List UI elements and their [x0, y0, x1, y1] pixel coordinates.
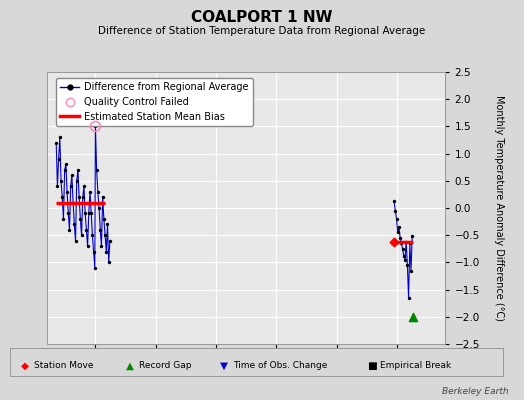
Point	[56, 134, 64, 140]
Point	[396, 235, 405, 241]
Point	[72, 178, 81, 184]
Point	[406, 240, 414, 246]
Point	[104, 259, 113, 266]
Point	[402, 238, 410, 245]
Text: ▼: ▼	[220, 361, 228, 371]
Point	[106, 238, 114, 244]
Point	[60, 167, 69, 173]
Point	[78, 232, 86, 238]
Point	[99, 194, 107, 200]
Point	[87, 210, 95, 217]
Point	[70, 221, 79, 228]
Point	[103, 221, 112, 228]
Point	[88, 232, 96, 238]
Point	[69, 199, 78, 206]
Text: Time of Obs. Change: Time of Obs. Change	[233, 362, 328, 370]
Point	[91, 265, 99, 271]
Point	[74, 167, 82, 173]
Point	[67, 183, 75, 190]
Point	[68, 172, 76, 178]
Text: Record Gap: Record Gap	[139, 362, 191, 370]
Point	[81, 210, 90, 217]
Point	[91, 123, 100, 130]
Point	[64, 210, 72, 217]
Point	[92, 167, 101, 173]
Text: Difference of Station Temperature Data from Regional Average: Difference of Station Temperature Data f…	[99, 26, 425, 36]
Point	[403, 262, 411, 268]
Text: ◆: ◆	[21, 361, 29, 371]
Point	[96, 226, 104, 233]
Point	[75, 194, 83, 200]
Point	[91, 123, 100, 130]
Point	[58, 194, 67, 200]
Point	[390, 198, 398, 205]
Point	[76, 216, 84, 222]
Point	[53, 183, 62, 190]
Point	[63, 188, 71, 195]
Point	[62, 161, 70, 168]
Text: Station Move: Station Move	[34, 362, 94, 370]
Point	[86, 188, 94, 195]
Point	[405, 294, 413, 301]
Point	[102, 248, 111, 255]
Text: Berkeley Earth: Berkeley Earth	[442, 387, 508, 396]
Point	[94, 188, 102, 195]
Point	[66, 226, 74, 233]
Point	[395, 224, 403, 230]
Point	[401, 256, 409, 263]
Point	[54, 156, 63, 162]
Y-axis label: Monthly Temperature Anomaly Difference (°C): Monthly Temperature Anomaly Difference (…	[494, 95, 504, 321]
Point	[59, 216, 68, 222]
Text: Empirical Break: Empirical Break	[380, 362, 451, 370]
Point	[83, 243, 92, 249]
Point	[80, 183, 88, 190]
Point	[101, 232, 110, 238]
Text: ■: ■	[367, 361, 377, 371]
Point	[391, 208, 399, 214]
Point	[82, 226, 91, 233]
Point	[52, 140, 60, 146]
Point	[97, 243, 106, 249]
Point	[409, 314, 417, 320]
Point	[100, 216, 108, 222]
Point	[400, 253, 408, 259]
Text: COALPORT 1 NW: COALPORT 1 NW	[191, 10, 333, 25]
Point	[390, 238, 398, 245]
Point	[71, 238, 80, 244]
Text: ▲: ▲	[126, 361, 134, 371]
Point	[394, 229, 402, 236]
Point	[397, 240, 406, 246]
Point	[392, 216, 401, 222]
Point	[407, 267, 415, 274]
Point	[79, 194, 87, 200]
Point	[84, 210, 93, 217]
Legend: Difference from Regional Average, Quality Control Failed, Estimated Station Mean: Difference from Regional Average, Qualit…	[56, 78, 253, 126]
Point	[95, 205, 103, 211]
Point	[90, 248, 98, 255]
Point	[57, 178, 65, 184]
Point	[398, 246, 407, 252]
Point	[408, 233, 417, 240]
